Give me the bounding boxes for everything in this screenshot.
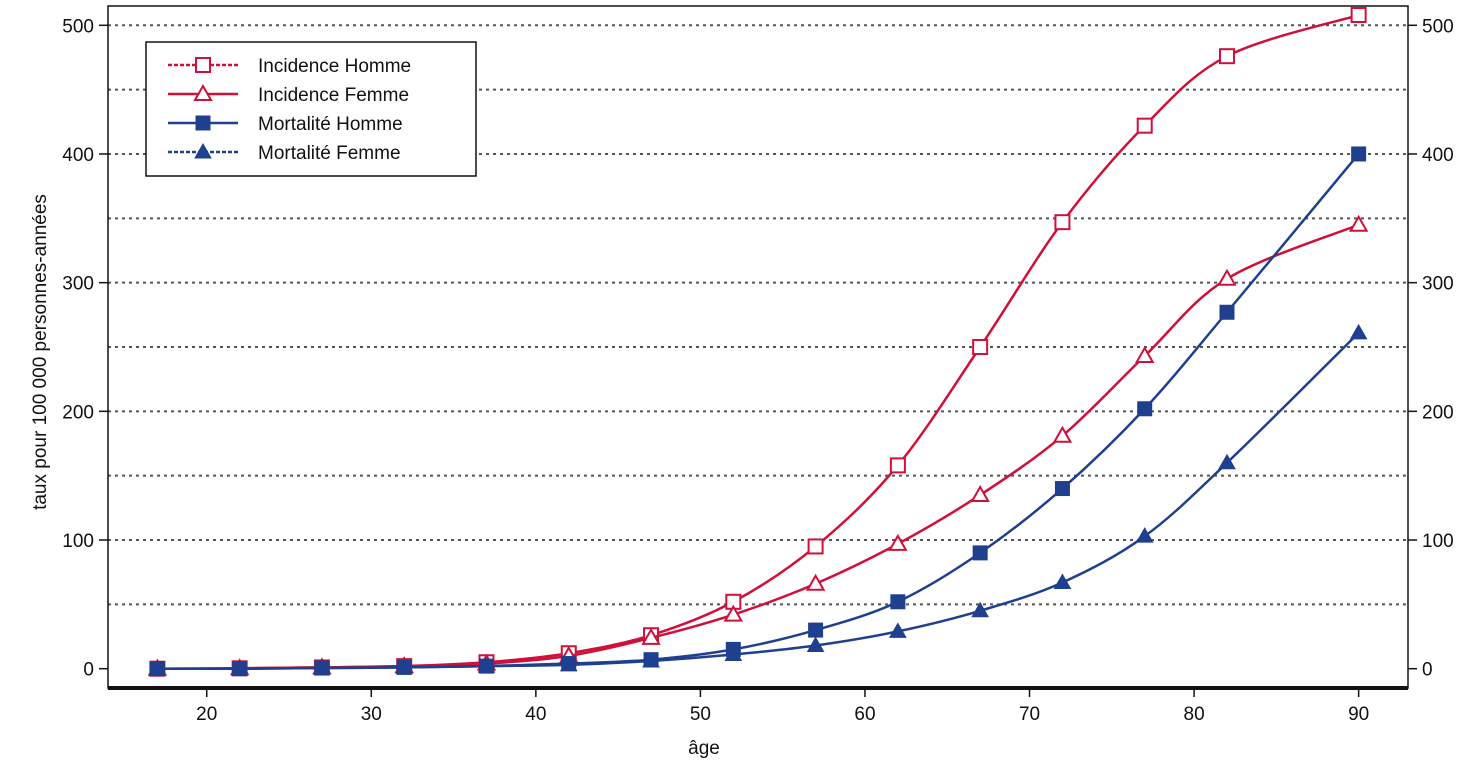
- y-tick-label-left: 300: [62, 274, 94, 295]
- series-2-point: [1348, 214, 1369, 232]
- series-4-point: [1135, 527, 1154, 543]
- legend-entry-3-label: Mortalité Homme: [258, 114, 403, 135]
- series-4-point: [477, 657, 496, 673]
- series-4-point: [1053, 573, 1072, 589]
- x-tick-label: 90: [1348, 704, 1369, 725]
- y-tick-label-left: 500: [62, 16, 94, 37]
- series-4-point: [313, 659, 331, 675]
- series-2-point: [1134, 345, 1155, 364]
- x-tick-label: 60: [854, 704, 875, 725]
- series-3-point: [1219, 304, 1235, 320]
- y-tick-label-left: 400: [62, 145, 94, 166]
- y-axis-title: taux pour 100 000 personnes-années: [30, 194, 51, 510]
- series-4-point: [1218, 453, 1236, 470]
- y-tick-label-right: 0: [1422, 660, 1433, 681]
- series-4-point: [889, 622, 907, 638]
- series-2-point: [970, 484, 990, 502]
- series-4-line: [157, 331, 1360, 670]
- series-3-point: [1137, 401, 1153, 417]
- x-axis-title: âge: [688, 738, 720, 759]
- y-tick-label-left: 100: [62, 531, 94, 552]
- x-tick-label: 40: [525, 704, 546, 725]
- y-tick-label-left: 0: [83, 660, 94, 681]
- series-1-point: [972, 339, 989, 355]
- series-4-point: [148, 659, 167, 676]
- series-2-point: [723, 604, 744, 622]
- series-3-point: [890, 594, 906, 610]
- series-1-point: [1054, 214, 1071, 231]
- series-4-point: [1349, 323, 1368, 340]
- series-4-point: [559, 655, 578, 672]
- series-2-point: [1217, 268, 1237, 286]
- series-3-point: [808, 622, 824, 638]
- y-tick-label-right: 300: [1422, 274, 1454, 295]
- series-4-point: [395, 658, 414, 674]
- series-3-point: [1054, 481, 1070, 497]
- series-2-point: [1052, 425, 1073, 443]
- series-2-point: [641, 627, 661, 645]
- legend-entry-4-label: Mortalité Femme: [258, 143, 401, 164]
- y-tick-label-right: 500: [1422, 16, 1454, 37]
- series-1-point: [807, 538, 824, 555]
- series-4-point: [230, 659, 249, 676]
- series-2-line: [157, 223, 1360, 670]
- series: [147, 7, 1369, 677]
- x-tick-label: 50: [690, 704, 711, 725]
- series-3-point: [972, 545, 988, 561]
- series-4-point: [971, 601, 990, 618]
- series-1-point: [1350, 7, 1367, 24]
- legend-entry-1-label: Incidence Homme: [258, 56, 411, 77]
- series-3-point: [1351, 146, 1367, 162]
- series-4-point: [724, 645, 743, 662]
- legend-entry-4-marker: [194, 142, 212, 159]
- y-tick-label-right: 400: [1422, 145, 1454, 166]
- series-4-point: [642, 651, 660, 668]
- series-1-point: [889, 457, 906, 474]
- axes: 20 30 40 50 60 70 80 90 0 0 100 100 200 200 300 300 400 4…: [62, 5, 1454, 725]
- x-tick-label: 20: [196, 704, 217, 725]
- series-1-point: [1218, 48, 1235, 65]
- series-4-point: [806, 636, 825, 653]
- legend-entry-2-label: Incidence Femme: [258, 85, 409, 106]
- y-tick-label-right: 200: [1422, 402, 1454, 423]
- legend-entry-2-marker: [193, 83, 213, 101]
- x-tick-label: 30: [361, 704, 382, 725]
- y-tick-label-left: 200: [62, 402, 94, 423]
- legend: Incidence Homme Incidence Femme Mortalité …: [145, 41, 477, 177]
- series-2-point: [888, 533, 908, 551]
- series-2-point: [805, 573, 826, 591]
- series-3-line: [157, 153, 1360, 670]
- series-1-point: [1136, 117, 1153, 134]
- legend-entry-1-marker: [195, 57, 211, 73]
- legend-entry-3-marker: [195, 115, 211, 131]
- y-tick-label-right: 100: [1422, 531, 1454, 552]
- x-tick-label: 70: [1019, 704, 1040, 725]
- x-tick-label: 80: [1184, 704, 1205, 725]
